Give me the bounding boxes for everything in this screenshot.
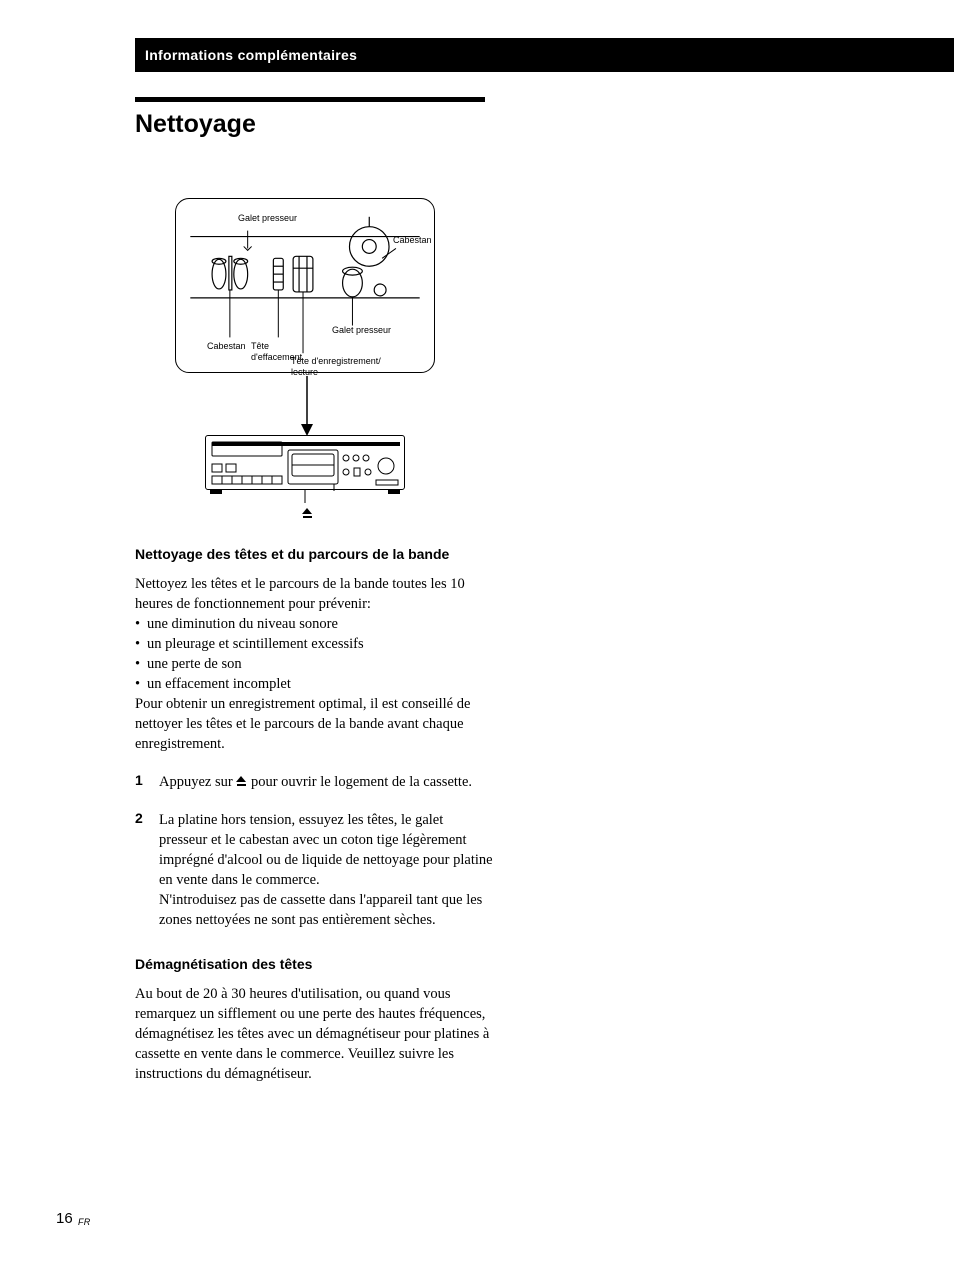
diagram-tape-head-closeup: Galet presseur Cabestan Galet presseur C…	[175, 198, 435, 373]
eject-icon	[302, 508, 313, 521]
label-pinch-roller-top: Galet presseur	[238, 213, 297, 224]
bullet-item: une diminution du niveau sonore	[135, 614, 495, 634]
bullet-list: une diminution du niveau sonore un pleur…	[135, 614, 495, 694]
step1-post: pour ouvrir le logement de la cassette.	[247, 774, 472, 790]
step-body: La platine hors tension, essuyez les têt…	[159, 810, 495, 930]
intro-para-2: Pour obtenir un enregistrement optimal, …	[135, 694, 495, 754]
page-title: Nettoyage	[135, 110, 485, 138]
steps-list: 1 Appuyez sur pour ouvrir le logement de…	[135, 772, 495, 930]
section-demagnetize: Démagnétisation des têtes Au bout de 20 …	[135, 956, 495, 1084]
eject-leader-line	[304, 490, 306, 503]
bullet-item: un effacement incomplet	[135, 674, 495, 694]
bullet-item: une perte de son	[135, 654, 495, 674]
step-row: 1 Appuyez sur pour ouvrir le logement de…	[135, 772, 495, 792]
step-row: 2 La platine hors tension, essuyez les t…	[135, 810, 495, 930]
diagram: Galet presseur Cabestan Galet presseur C…	[175, 198, 435, 373]
label-rec-play-head: Tête d'enregistrement/ lecture	[291, 356, 401, 378]
cassette-deck-illustration	[205, 435, 405, 490]
step-number: 2	[135, 810, 159, 930]
demag-para: Au bout de 20 à 30 heures d'utilisation,…	[135, 984, 495, 1084]
eject-icon	[236, 776, 247, 787]
subhead-demag: Démagnétisation des têtes	[135, 956, 495, 972]
section-header-bar: Informations complémentaires	[135, 38, 954, 72]
subhead-cleaning: Nettoyage des têtes et du parcours de la…	[135, 546, 495, 562]
intro-para-1: Nettoyez les têtes et le parcours de la …	[135, 574, 495, 614]
step1-pre: Appuyez sur	[159, 774, 236, 790]
main-content: Nettoyage des têtes et du parcours de la…	[135, 546, 495, 1084]
footer-code: FR	[78, 1217, 91, 1227]
label-capstan-left: Cabestan	[207, 341, 246, 352]
arrow-down-icon	[301, 376, 313, 436]
title-block: Nettoyage	[135, 97, 485, 138]
label-pinch-roller-bottom: Galet presseur	[332, 325, 402, 336]
page-number: 16	[56, 1210, 73, 1227]
step-number: 1	[135, 772, 159, 792]
label-capstan-right: Cabestan	[393, 235, 432, 246]
step-body: Appuyez sur pour ouvrir le logement de l…	[159, 772, 495, 792]
bullet-item: un pleurage et scintillement excessifs	[135, 634, 495, 654]
section-header-text: Informations complémentaires	[145, 47, 357, 63]
